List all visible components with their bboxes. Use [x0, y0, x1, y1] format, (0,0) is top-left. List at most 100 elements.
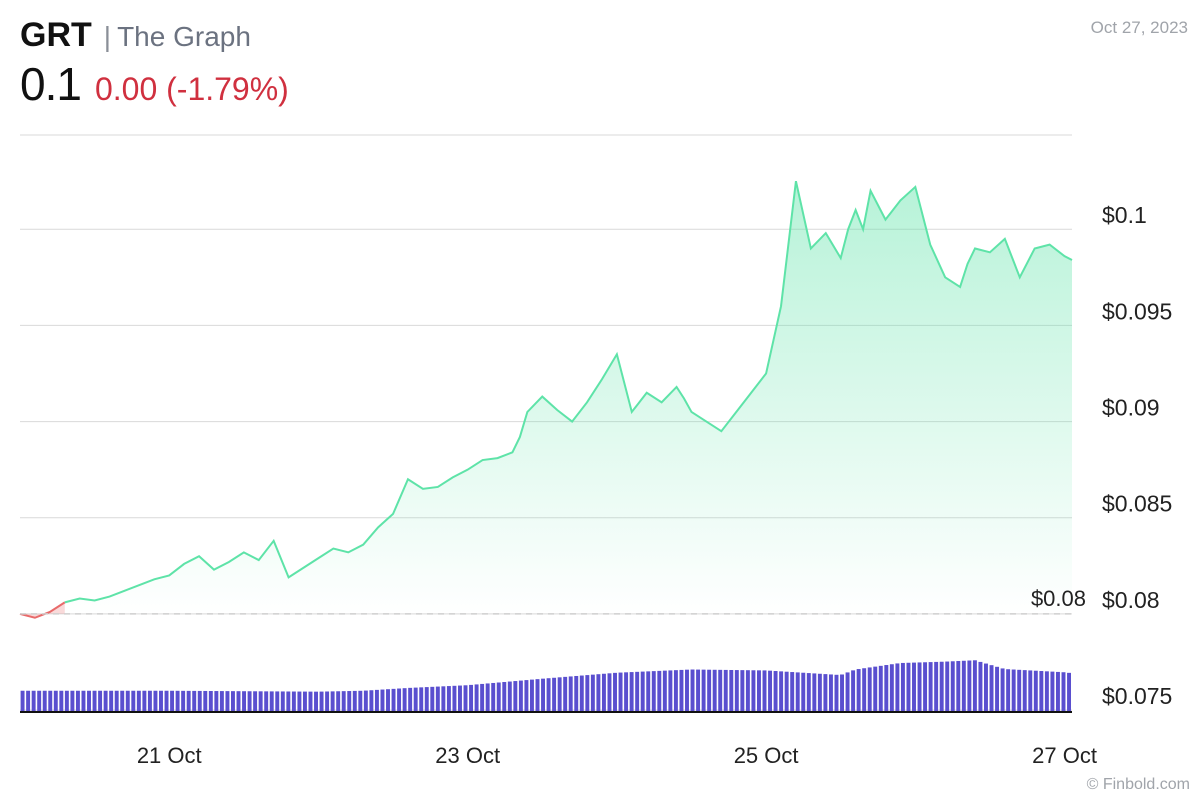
volume-bar — [840, 674, 844, 712]
volume-bar — [264, 691, 269, 712]
volume-bar — [186, 690, 191, 712]
volume-bar — [651, 671, 656, 712]
volume-bar — [912, 662, 916, 712]
volume-bar — [258, 691, 263, 712]
volume-bar — [491, 682, 496, 712]
volume-bar — [1050, 671, 1055, 712]
title-separator: | — [103, 21, 112, 52]
volume-bar — [845, 672, 850, 712]
volume-bar — [280, 691, 285, 712]
volume-bar — [923, 662, 928, 712]
volume-bar — [37, 690, 42, 712]
volume-bar — [269, 691, 274, 712]
volume-bar — [546, 678, 551, 712]
volume-bar — [31, 690, 36, 712]
reference-line-group: $0.08 — [20, 586, 1086, 615]
volume-bar — [779, 671, 784, 712]
volume-bar — [568, 676, 573, 712]
volume-bar — [192, 690, 197, 712]
volume-bar — [109, 690, 114, 712]
volume-bar — [147, 690, 152, 712]
volume-bar — [164, 690, 169, 712]
y-tick-label: $0.08 — [1102, 587, 1160, 613]
volume-bar — [939, 661, 944, 712]
volume-bar — [419, 687, 424, 712]
volume-bar — [87, 690, 91, 712]
volume-bar — [302, 691, 307, 712]
volume-bar — [98, 690, 103, 712]
volume-bar — [319, 691, 324, 712]
volume-bar — [889, 664, 894, 712]
volume-bar — [286, 691, 291, 712]
volume-bar — [480, 683, 485, 712]
volume-bar — [242, 691, 247, 712]
volume-bar — [446, 686, 451, 712]
volume-bar — [862, 668, 867, 712]
volume-bar — [668, 670, 673, 712]
volume-bar — [707, 669, 712, 712]
volume-bar — [867, 667, 872, 712]
volume-bar — [1022, 670, 1027, 712]
volume-bar — [978, 661, 983, 712]
volume-bar — [640, 671, 645, 712]
volume-bar — [635, 671, 640, 712]
volume-bar — [524, 680, 529, 712]
volume-bar — [646, 671, 651, 712]
volume-bar — [601, 673, 606, 712]
volume-bar — [48, 690, 53, 712]
volume-bar — [275, 691, 280, 712]
x-axis: 21 Oct 23 Oct 25 Oct 27 Oct — [20, 711, 1097, 768]
volume-bar — [773, 671, 778, 712]
volume-bar — [363, 690, 368, 712]
y-tick-label: $0.075 — [1102, 683, 1172, 709]
volume-bar — [574, 675, 579, 712]
volume-bar — [967, 660, 972, 712]
volume-bar — [380, 689, 385, 712]
volume-bar — [131, 690, 136, 712]
volume-bar — [474, 684, 479, 712]
volume-bar — [120, 690, 125, 712]
volume-bar — [934, 661, 939, 712]
attribution: © Finbold.com — [1086, 776, 1190, 793]
volume-bar — [103, 690, 108, 712]
volume-bar — [197, 690, 202, 712]
chart-date: Oct 27, 2023 — [1090, 18, 1188, 37]
volume-bar — [203, 690, 208, 712]
volume-bar — [828, 674, 833, 712]
title-row: GRT | The Graph — [20, 16, 289, 55]
volume-bar — [984, 663, 988, 712]
volume-bar — [801, 672, 806, 712]
volume-bar — [496, 682, 501, 712]
volume-bar — [59, 690, 64, 712]
y-tick-label: $0.085 — [1102, 491, 1172, 517]
volume-bar — [75, 690, 80, 712]
price-change: 0.00 (-1.79%) — [94, 71, 289, 107]
volume-bar — [972, 660, 977, 712]
volume-bar — [208, 691, 213, 712]
volume-bar — [153, 690, 158, 712]
volume-bar — [679, 669, 684, 712]
volume-bar — [917, 662, 922, 712]
asset-name: The Graph — [117, 21, 251, 52]
ticker-symbol: GRT — [20, 16, 92, 54]
volume-bar — [884, 665, 889, 712]
volume-bar — [70, 690, 75, 712]
volume-bar — [452, 685, 457, 712]
volume-bar — [347, 691, 352, 712]
volume-bar — [1061, 672, 1066, 712]
volume-bar — [762, 670, 767, 712]
y-tick-label: $0.09 — [1102, 395, 1160, 421]
price-area-fill — [64, 181, 1072, 614]
volume-bar — [435, 686, 440, 712]
volume-bar — [42, 690, 47, 712]
price-area — [19, 180, 1073, 619]
volume-bar — [159, 690, 163, 712]
volume-bar — [26, 690, 31, 712]
volume-bar — [823, 674, 828, 712]
volume-bar — [231, 691, 235, 712]
volume-bar — [557, 677, 562, 712]
volume-bar — [125, 690, 130, 712]
volume-bar — [308, 691, 313, 712]
y-tick-label: $0.1 — [1102, 202, 1147, 228]
volume-bar — [485, 683, 490, 712]
